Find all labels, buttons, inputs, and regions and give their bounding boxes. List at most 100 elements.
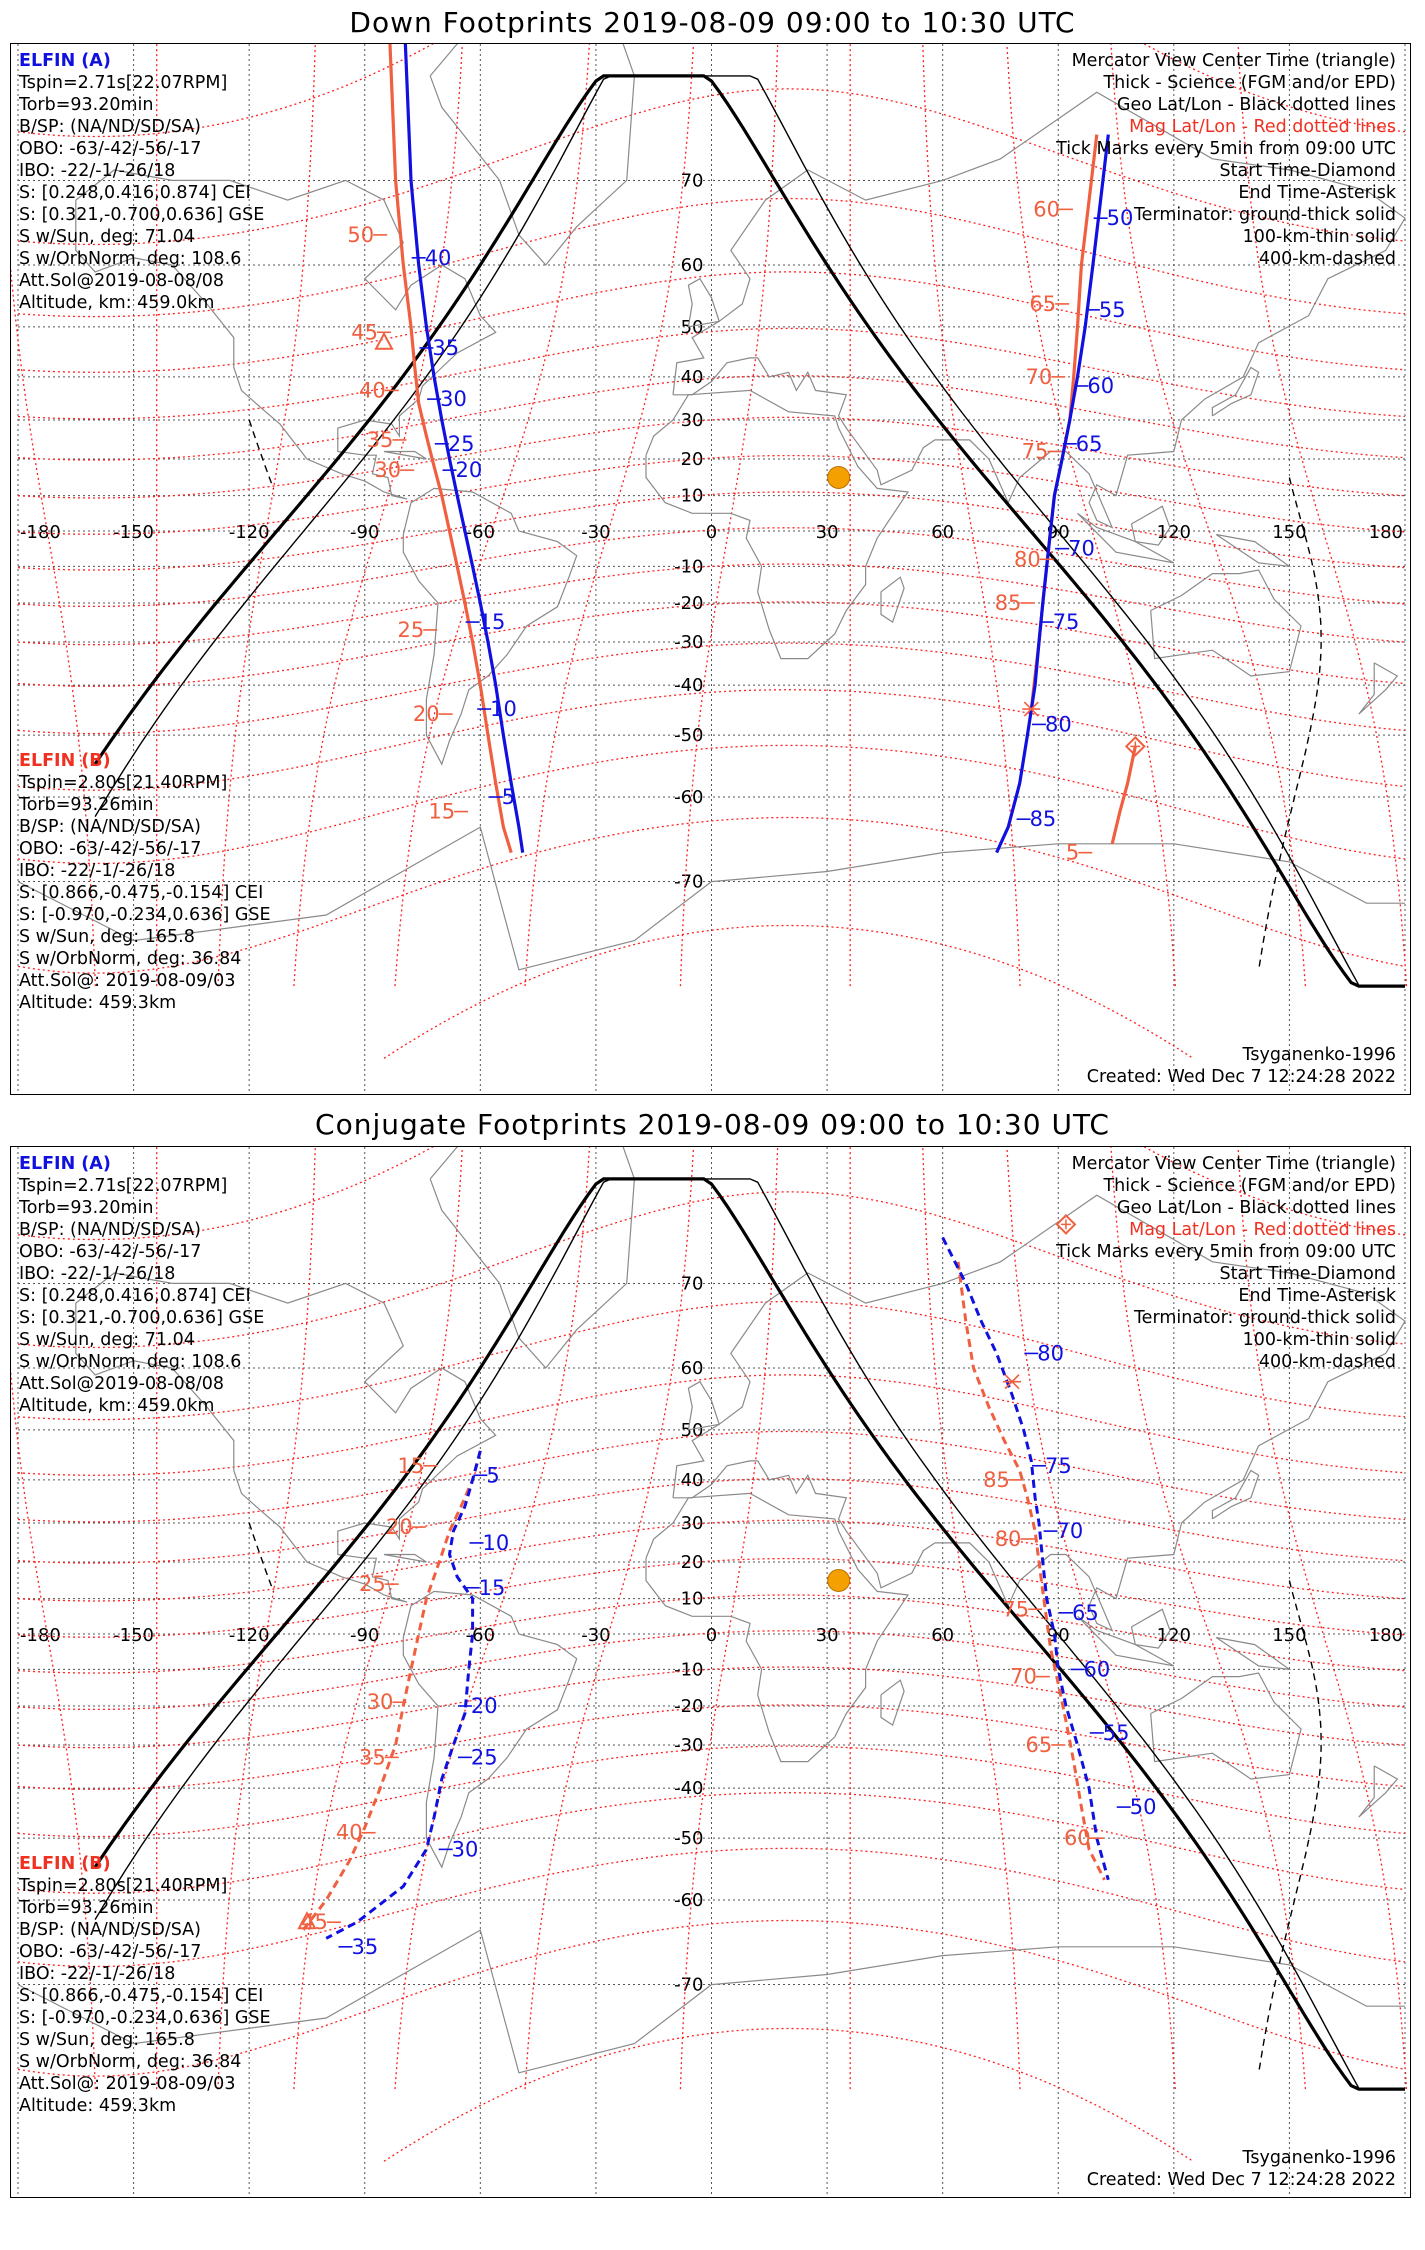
info-line: OBO: -63/-42/-56/-17 xyxy=(19,1242,202,1262)
mag-lon-line xyxy=(293,44,463,987)
mag-lon-line xyxy=(922,44,1021,987)
track-tick-label: 50 xyxy=(1107,206,1134,230)
coastline xyxy=(672,91,1406,529)
mag-lat-line xyxy=(383,2027,1194,2162)
track-tick-label: 55 xyxy=(1103,1721,1130,1745)
lat-tick-label: -50 xyxy=(674,1828,703,1849)
lon-tick-label: 0 xyxy=(706,1625,717,1646)
mag-lat-line xyxy=(17,1300,1406,1421)
sat-a-name: ELFIN (A) xyxy=(19,1154,111,1174)
track-tick-label: 10 xyxy=(490,697,517,721)
terminator-100km xyxy=(94,75,1405,987)
info-line: OBO: -63/-42/-56/-17 xyxy=(19,839,202,859)
track-tick-label: 15 xyxy=(479,610,506,634)
info-line: S: [-0.970,-0.234,0.636] GSE xyxy=(19,905,271,925)
track-tick-label: 60 xyxy=(1033,197,1060,221)
lon-tick-label: -180 xyxy=(20,1625,61,1646)
mag-lat-line xyxy=(17,1147,1406,1241)
info-line: Att.Sol@2019-08-08/08 xyxy=(19,271,224,291)
track-tick-label: 85 xyxy=(1030,807,1057,831)
view-center-triangle xyxy=(297,1911,317,1930)
coastline xyxy=(17,1929,1405,2074)
mag-lon-line xyxy=(1237,44,1408,987)
lon-tick-label: -120 xyxy=(229,1625,270,1646)
info-line: Altitude: 459.3km xyxy=(19,2096,177,2116)
info-line: 400-km-dashed xyxy=(1258,1352,1396,1372)
info-line: Torb=93.26min xyxy=(19,1898,154,1918)
lat-tick-label: -40 xyxy=(674,675,703,696)
info-line: Torb=93.20min xyxy=(19,95,154,115)
info-line: OBO: -63/-42/-56/-17 xyxy=(19,139,202,159)
lat-tick-label: -30 xyxy=(674,1735,703,1756)
coastline xyxy=(1211,366,1260,417)
track-tick-label: 80 xyxy=(1045,712,1072,736)
mag-lon-line xyxy=(679,1147,779,2090)
mag-lat-line xyxy=(17,1478,1406,1564)
track-tick-label: 30 xyxy=(440,387,467,411)
track-tick-label: 35 xyxy=(367,428,394,452)
info-line: IBO: -22/-1/-26/18 xyxy=(19,861,176,881)
info-line: Torb=93.26min xyxy=(19,795,154,815)
mag-lat-line xyxy=(17,44,1406,138)
info-line: S w/Sun, deg: 71.04 xyxy=(19,1330,195,1350)
coastline xyxy=(75,1272,497,1603)
legend: Mercator View Center Time (triangle) Thic… xyxy=(1056,50,1396,270)
info-line: End Time-Asterisk xyxy=(1238,183,1396,203)
mag-lon-line xyxy=(1237,1147,1408,2090)
mag-lat-line xyxy=(17,1430,1406,1523)
model-label: Tsyganenko-1996 xyxy=(1242,2148,1396,2168)
sat-a-name: ELFIN (A) xyxy=(19,51,111,71)
mag-lat-line xyxy=(17,491,1406,571)
track-tick-label: 45 xyxy=(301,1910,328,1934)
track-tick-label: 15 xyxy=(479,1576,506,1600)
info-line: IBO: -22/-1/-26/18 xyxy=(19,161,176,181)
lon-tick-label: 0 xyxy=(706,522,717,543)
lon-tick-label: -30 xyxy=(581,522,610,543)
mag-lat-line xyxy=(17,327,1406,420)
lon-tick-label: 150 xyxy=(1272,522,1306,543)
info-line: S: [0.866,-0.475,-0.154] CEI xyxy=(19,1986,264,2006)
track-tick-label: 20 xyxy=(386,1515,413,1539)
lon-tick-label: 180 xyxy=(1369,522,1403,543)
track-tick-label: 75 xyxy=(1053,610,1080,634)
track-tick-label: 15 xyxy=(398,1454,425,1478)
track-tick-label: 70 xyxy=(1026,365,1053,389)
mag-lon-line xyxy=(524,1147,695,2090)
lat-tick-label: -20 xyxy=(674,1696,703,1717)
start-diamond xyxy=(1124,735,1146,757)
lat-tick-label: 40 xyxy=(681,367,704,388)
track-tick-label: 85 xyxy=(983,1468,1010,1492)
mag-lon-line xyxy=(11,265,97,987)
track-tick-label: 70 xyxy=(1010,1665,1037,1689)
info-line: Tspin=2.80s[21.40RPM] xyxy=(19,1876,228,1896)
track-tick-label: 40 xyxy=(359,378,386,402)
info-line: S w/Sun, deg: 165.8 xyxy=(19,927,195,947)
mag-lat-line xyxy=(17,816,1406,974)
track-tick-label: 35 xyxy=(432,336,459,360)
info-line: IBO: -22/-1/-26/18 xyxy=(19,1264,176,1284)
coastline xyxy=(429,1147,636,1369)
info-line: Terminator: ground-thick solid xyxy=(1133,205,1396,225)
lon-tick-label: -30 xyxy=(581,1625,610,1646)
terminator-400km xyxy=(1258,477,1322,970)
mag-lat-line xyxy=(17,601,1406,687)
info-line: Mercator View Center Time (triangle) xyxy=(1071,1154,1396,1174)
lon-tick-label: 180 xyxy=(1369,1625,1403,1646)
lat-tick-label: 70 xyxy=(681,1273,704,1294)
info-line: Thick - Science (FGM and/or EPD) xyxy=(1103,1176,1396,1196)
legend: Mercator View Center Time (triangle) Thic… xyxy=(1056,1153,1396,1373)
coastline xyxy=(383,1553,427,1563)
mag-lat-line xyxy=(383,924,1194,1059)
mag-lat-line xyxy=(17,454,1406,535)
info-line: Torb=93.20min xyxy=(19,1198,154,1218)
lat-tick-label: 10 xyxy=(681,486,704,507)
info-line: S w/OrbNorm, deg: 36.84 xyxy=(19,2052,242,2072)
info-line: S: [0.248,0.416,0.874] CEI xyxy=(19,183,251,203)
model-label: Tsyganenko-1996 xyxy=(1242,1045,1396,1065)
track-elfin-b-west xyxy=(301,1450,482,1932)
coastline xyxy=(1215,1636,1292,1671)
mag-lat-line xyxy=(17,744,1406,865)
mag-lat-line xyxy=(17,1919,1406,2077)
mag-lon-line xyxy=(922,1147,1021,2090)
info-line: Altitude: 459.3km xyxy=(19,993,177,1013)
